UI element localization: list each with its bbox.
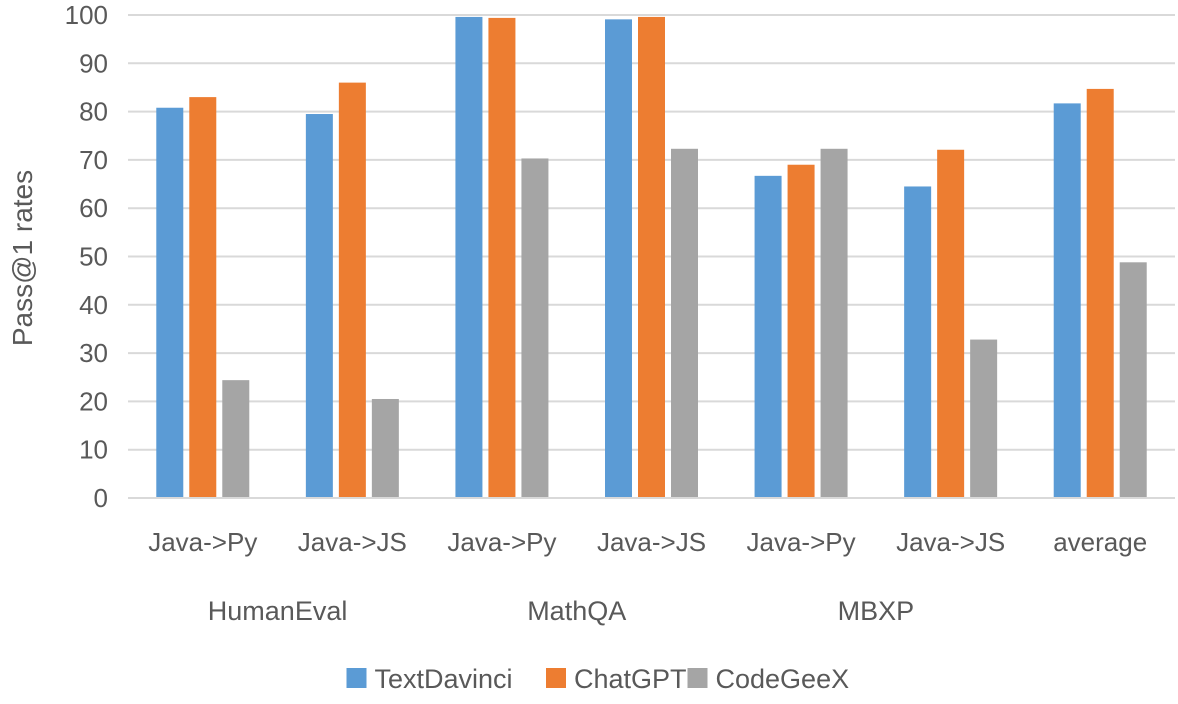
legend-label: TextDavinci <box>375 664 513 694</box>
y-tick-label: 10 <box>79 435 108 465</box>
bar-chatgpt-3 <box>638 16 665 498</box>
bar-textdavinci-1 <box>305 114 333 498</box>
bar-codegeex-5 <box>970 339 998 498</box>
bar-textdavinci-4 <box>754 175 782 499</box>
bar-chatgpt-1 <box>338 82 366 499</box>
y-tick-label: 80 <box>79 97 108 127</box>
bar-chatgpt-5 <box>937 149 965 498</box>
bar-codegeex-1 <box>371 398 399 498</box>
bar-textdavinci-2 <box>455 16 483 498</box>
bar-codegeex-3 <box>671 148 698 498</box>
x-category-label: Java->JS <box>298 527 407 557</box>
y-tick-label: 90 <box>79 48 108 78</box>
x-category-label: Java->JS <box>597 527 706 557</box>
x-category-label: Java->JS <box>896 527 1005 557</box>
legend: TextDavinci ChatGPT CodeGeeX <box>346 664 850 694</box>
legend-swatch <box>546 668 566 688</box>
y-axis-label: Pass@1 rates <box>7 170 38 346</box>
bar-chatgpt-4 <box>787 164 815 499</box>
y-tick-label: 60 <box>79 193 108 223</box>
x-category-label: average <box>1053 527 1147 557</box>
group-label: MathQA <box>527 596 626 626</box>
bar-textdavinci-5 <box>904 186 932 498</box>
legend-swatch <box>687 668 708 688</box>
bar-codegeex-2 <box>521 158 549 499</box>
legend-item-textdavinci: TextDavinci <box>346 664 513 694</box>
y-tick-label: 100 <box>65 0 108 30</box>
bar-codegeex-4 <box>820 148 848 498</box>
y-tick-label: 20 <box>79 386 108 416</box>
legend-item-codegeex: CodeGeeX <box>687 664 850 694</box>
group-label: MBXP <box>838 596 915 626</box>
y-tick-label: 40 <box>79 290 108 320</box>
legend-swatch <box>346 668 367 688</box>
x-category-label: Java->Py <box>447 527 556 557</box>
legend-label: CodeGeeX <box>716 664 850 694</box>
bar-chatgpt-0 <box>189 97 217 499</box>
x-category-label: Java->Py <box>747 527 856 557</box>
y-tick-label: 30 <box>79 338 108 368</box>
legend-label: ChatGPT <box>574 664 687 694</box>
x-category-label: Java->Py <box>148 527 257 557</box>
bar-codegeex-0 <box>222 380 250 498</box>
y-axis-ticks: 0 10 20 30 40 50 60 70 80 90 100 <box>65 0 108 513</box>
group-label: HumanEval <box>208 596 348 626</box>
bars <box>156 16 1147 499</box>
y-tick-label: 70 <box>79 145 108 175</box>
bar-codegeex-6 <box>1119 262 1147 498</box>
bar-textdavinci-0 <box>156 107 184 499</box>
x-axis-categories: Java->Py Java->JS Java->Py Java->JS Java->Py… <box>148 527 1147 557</box>
y-tick-label: 0 <box>94 483 108 513</box>
bar-chatgpt-2 <box>488 17 516 498</box>
category-groups: HumanEval MathQA MBXP <box>208 596 914 626</box>
bar-textdavinci-6 <box>1053 103 1081 498</box>
y-tick-label: 50 <box>79 242 108 272</box>
legend-item-chatgpt: ChatGPT <box>546 664 687 694</box>
bar-textdavinci-3 <box>605 19 632 499</box>
bar-chatgpt-6 <box>1086 88 1114 499</box>
